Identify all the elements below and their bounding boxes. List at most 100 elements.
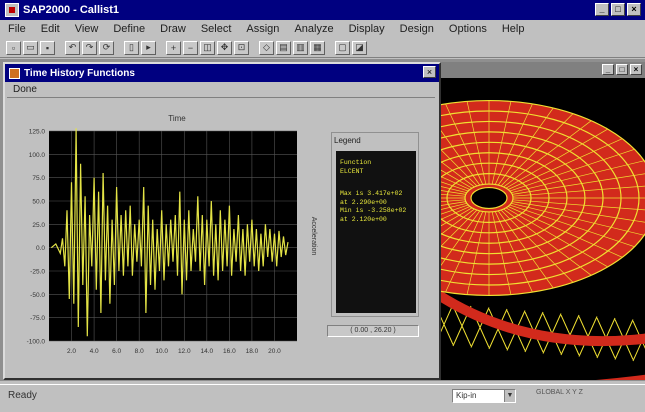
zoom-restore-icon[interactable]: ⊡: [234, 40, 249, 55]
legend-min-at: at 2.120e+00: [340, 215, 387, 223]
pan-icon[interactable]: ✥: [217, 40, 232, 55]
y-tick-label: 100.0: [29, 152, 46, 159]
model-center-hole: [470, 186, 508, 210]
run-analysis-icon[interactable]: ▸: [141, 40, 156, 55]
model-radial: [497, 210, 554, 289]
model-radial: [466, 101, 487, 185]
undo-icon[interactable]: ↶: [65, 40, 80, 55]
model-minimize-button[interactable]: _: [602, 64, 614, 75]
menu-design[interactable]: Design: [399, 23, 434, 35]
model-radial: [505, 207, 608, 268]
view-xz-icon[interactable]: ▥: [293, 40, 308, 55]
legend-min: Min is -3.258e+02: [340, 207, 407, 214]
model-radial: [441, 206, 471, 220]
model-radial: [503, 208, 592, 276]
model-radial: [445, 211, 484, 293]
3d-model-view[interactable]: [441, 78, 645, 380]
x-tick-label: 8.0: [135, 348, 144, 355]
model-radial: [509, 148, 635, 192]
model-radial: [441, 181, 469, 192]
menu-options[interactable]: Options: [448, 23, 487, 35]
view-xy-icon[interactable]: ▤: [276, 40, 291, 55]
model-radial: [441, 130, 481, 186]
chart-window-icon: [9, 67, 20, 79]
y-tick-label: -100.0: [27, 339, 46, 346]
app-icon: [5, 3, 19, 17]
model-radial: [441, 149, 478, 187]
units-dropdown[interactable]: Kip-in ▼: [452, 389, 516, 403]
menu-draw[interactable]: Draw: [160, 23, 186, 35]
y-tick-label: -75.0: [30, 315, 45, 322]
save-icon[interactable]: ▪: [40, 40, 55, 55]
coordinate-readout: ( 0.00 , 26.20 ): [327, 325, 419, 337]
chart-title: Time: [168, 114, 186, 123]
model-radial: [500, 209, 574, 283]
x-tick-label: 14.0: [200, 348, 213, 355]
model-radial: [497, 107, 554, 186]
menu-analyze[interactable]: Analyze: [294, 23, 334, 35]
app-title: SAP2000 - Callist1: [23, 4, 119, 16]
model-radial: [505, 128, 608, 189]
menu-select[interactable]: Select: [200, 23, 232, 35]
model-brace: [441, 304, 454, 333]
menu-define[interactable]: Define: [113, 23, 146, 35]
model-radial: [441, 202, 467, 210]
model-radial: [512, 201, 645, 223]
model-maximize-button[interactable]: □: [616, 64, 628, 75]
open-file-icon[interactable]: ▭: [23, 40, 38, 55]
chevron-down-icon[interactable]: ▼: [504, 390, 515, 402]
coordinate-system-display: GLOBAL X Y Z: [536, 389, 583, 396]
close-button[interactable]: ×: [627, 3, 641, 16]
model-radial: [512, 185, 645, 197]
done-menu[interactable]: Done: [13, 84, 37, 95]
lock-icon[interactable]: ▯: [124, 40, 139, 55]
menu-assign[interactable]: Assign: [246, 23, 280, 35]
menu-display[interactable]: Display: [348, 23, 385, 35]
y-tick-label: 50.0: [32, 199, 45, 206]
x-tick-label: 6.0: [112, 348, 121, 355]
legend-frame: [331, 132, 419, 317]
y-tick-labels: 125.0 100.0 75.0 50.0 25.0 0.0 -25.0 -50.0 -75.0…: [27, 129, 46, 346]
zoom-out-icon[interactable]: −: [183, 40, 198, 55]
menu-file[interactable]: File: [8, 23, 26, 35]
y-axis-label: Acceleration: [310, 217, 317, 256]
model-radial: [441, 208, 475, 235]
model-radial: [441, 207, 473, 227]
zoom-in-icon[interactable]: +: [166, 40, 181, 55]
menu-view[interactable]: View: [74, 23, 99, 35]
view-yz-icon[interactable]: ▦: [310, 40, 325, 55]
menu-edit[interactable]: Edit: [40, 23, 60, 35]
legend-max-at: at 2.290e+00: [340, 198, 387, 206]
x-tick-label: 10.0: [155, 348, 168, 355]
model-radial: [511, 160, 645, 194]
model-radial: [512, 199, 645, 211]
model-radial: [441, 186, 467, 194]
view-3d-icon[interactable]: ◇: [259, 40, 274, 55]
model-radial: [466, 211, 487, 295]
legend-panel: Function ELCENT Max is 3.417e+02 at 2.29…: [336, 151, 416, 313]
title-bar: SAP2000 - Callist1 _ □ ×: [0, 0, 645, 20]
model-radial: [494, 211, 533, 293]
model-radial: [441, 169, 473, 189]
redo-icon[interactable]: ↷: [82, 40, 97, 55]
minimize-button[interactable]: _: [595, 3, 609, 16]
menu-help[interactable]: Help: [501, 23, 525, 35]
refresh-icon[interactable]: ⟳: [99, 40, 114, 55]
model-radial: [441, 199, 466, 203]
time-history-close-button[interactable]: ×: [423, 66, 436, 78]
zoom-window-icon[interactable]: ◫: [200, 40, 215, 55]
model-radial: [507, 138, 623, 190]
x-tick-label: 4.0: [90, 348, 99, 355]
maximize-button[interactable]: □: [611, 3, 625, 16]
x-tick-label: 2.0: [67, 348, 76, 355]
new-file-icon[interactable]: ▫: [6, 40, 21, 55]
show-deformed-icon[interactable]: ◪: [352, 40, 367, 55]
menu-bar: File Edit View Define Draw Select Assign…: [0, 20, 645, 38]
model-close-button[interactable]: ×: [630, 64, 642, 75]
show-undeformed-icon[interactable]: ▢: [335, 40, 350, 55]
y-tick-label: 0.0: [36, 245, 45, 252]
y-tick-label: 25.0: [32, 222, 45, 229]
model-radial: [445, 103, 484, 185]
